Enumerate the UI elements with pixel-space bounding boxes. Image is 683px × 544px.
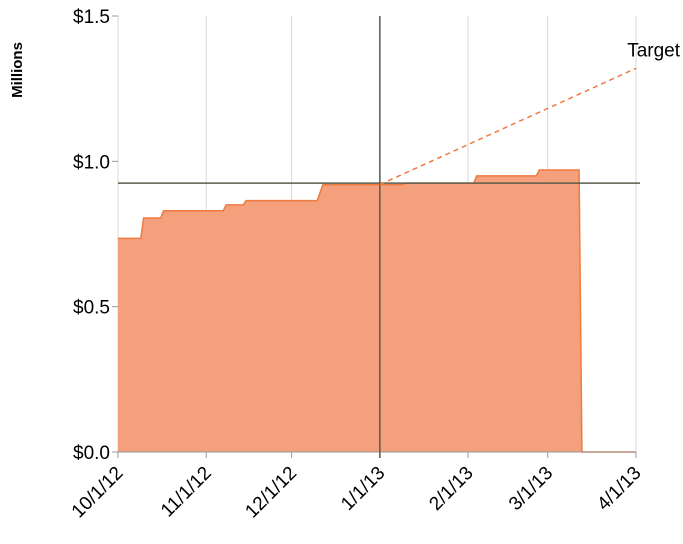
x-tick-label: 10/1/12 <box>68 463 128 523</box>
x-tick-label: 2/1/13 <box>425 463 477 515</box>
area-line <box>118 169 636 453</box>
target-label: Target <box>627 40 681 61</box>
area <box>118 170 636 452</box>
x-tick-label: 4/1/13 <box>593 463 645 515</box>
x-tick-label: 11/1/12 <box>157 463 216 522</box>
x-tick-label: 12/1/12 <box>241 463 301 523</box>
y-axis-label: Millions <box>9 42 26 98</box>
y-tick-label: $1.0 <box>73 152 110 173</box>
y-tick-label: $0.0 <box>73 443 110 464</box>
y-tick-label: $0.5 <box>73 298 110 319</box>
x-tick-label: 1/1/13 <box>337 463 389 515</box>
y-tick-label: $1.5 <box>73 7 110 28</box>
x-tick-label: 3/1/13 <box>505 463 557 515</box>
target-line <box>379 67 637 186</box>
